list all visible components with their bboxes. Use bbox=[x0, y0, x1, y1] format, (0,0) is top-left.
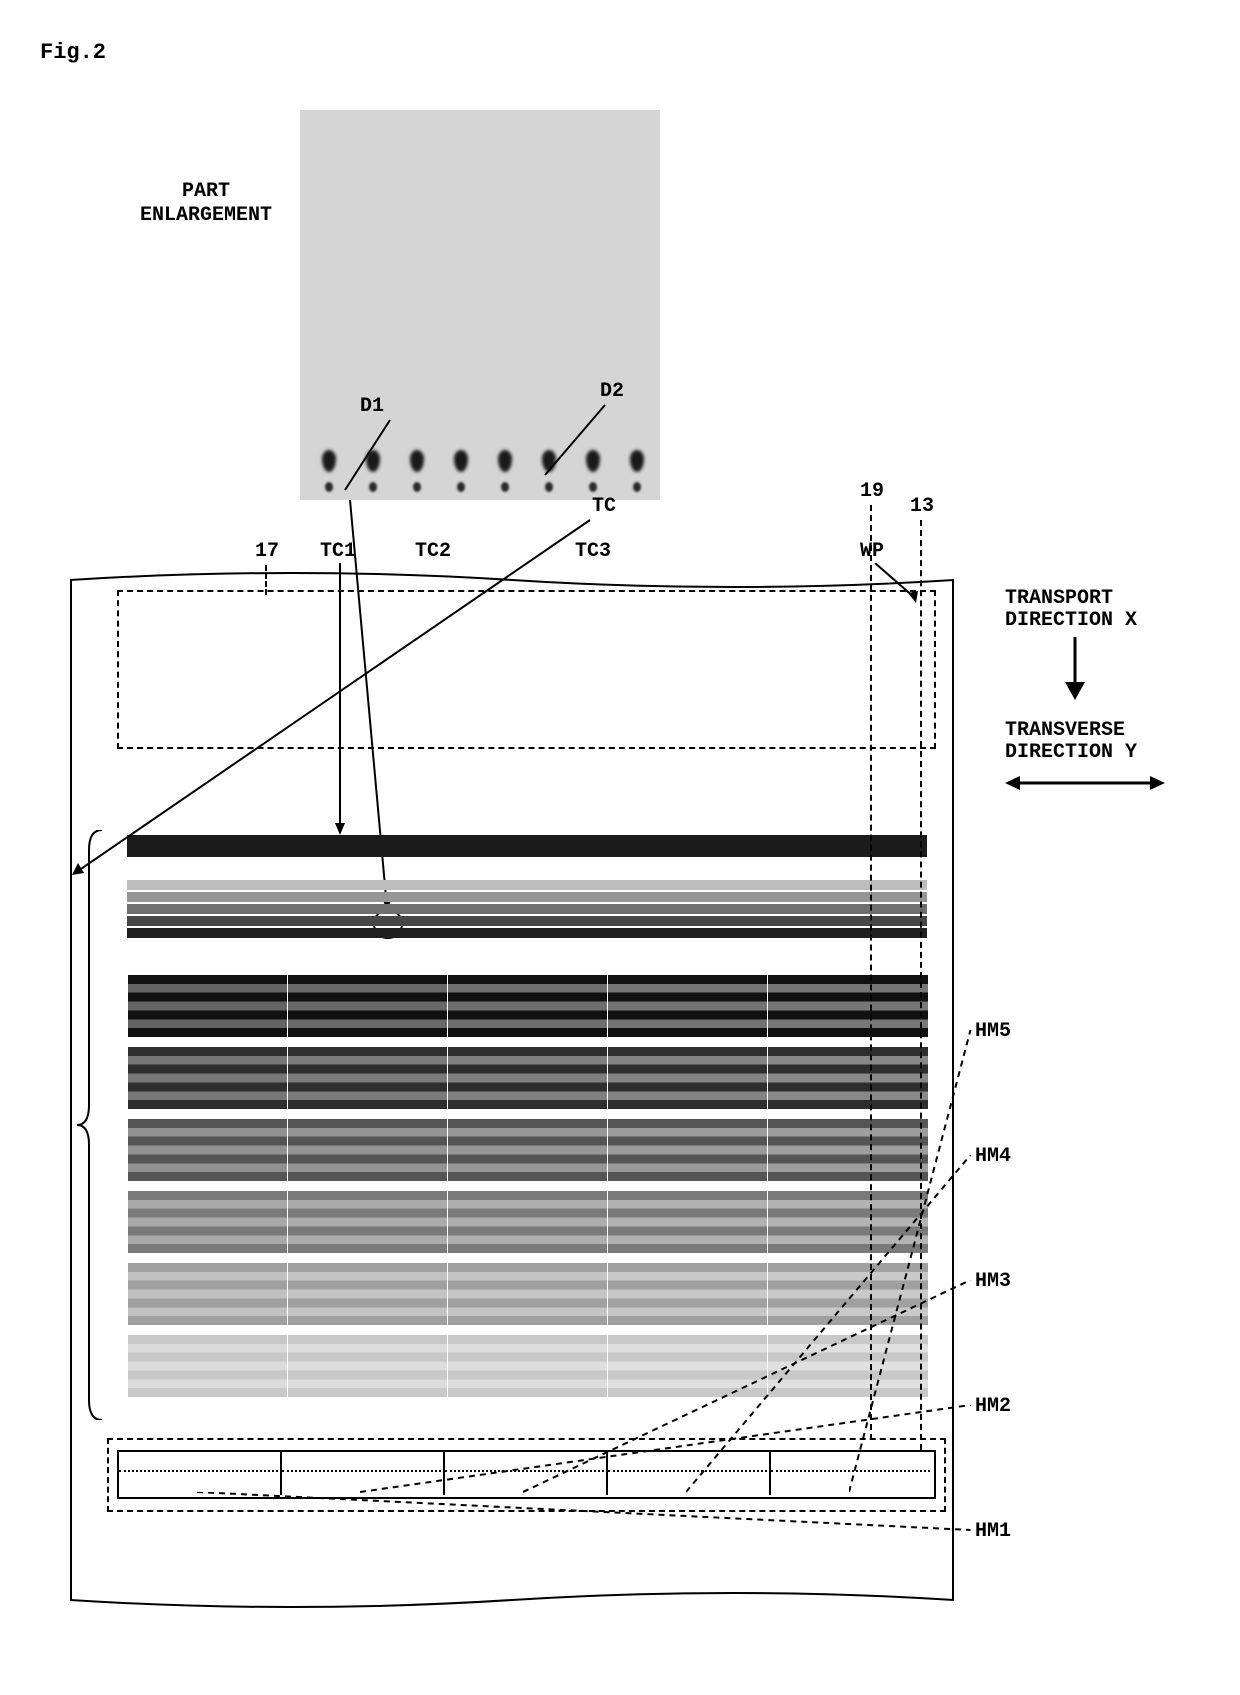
transverse-direction: TRANSVERSE DIRECTION Y bbox=[1005, 720, 1165, 803]
wavy-edge-bottom bbox=[70, 1590, 954, 1610]
transverse-label: TRANSVERSE DIRECTION Y bbox=[1005, 720, 1165, 764]
tc3-segment bbox=[447, 1191, 608, 1253]
tc3-segment bbox=[127, 975, 288, 1037]
tc3-segment bbox=[447, 975, 608, 1037]
hm-label: HM5 bbox=[975, 1020, 1011, 1043]
tc3-segment bbox=[447, 1119, 608, 1181]
tc3-segment bbox=[127, 1263, 288, 1325]
hm-label: HM3 bbox=[975, 1270, 1011, 1293]
label-19: 19 bbox=[860, 480, 884, 503]
enlargement-dot-d2 bbox=[501, 482, 509, 492]
tc3-segment bbox=[287, 1335, 448, 1397]
tc2-row bbox=[127, 928, 927, 938]
tc2-row bbox=[127, 892, 927, 902]
tc2-row bbox=[127, 880, 927, 890]
enlargement-title: PART ENLARGEMENT bbox=[140, 180, 272, 228]
d2-leader bbox=[540, 395, 630, 485]
tc3-segment bbox=[607, 1047, 768, 1109]
tc2-row bbox=[127, 904, 927, 914]
transport-direction: TRANSPORT DIRECTION X bbox=[1005, 588, 1137, 707]
tc3-segment bbox=[287, 1047, 448, 1109]
tc3-segment bbox=[287, 1263, 448, 1325]
tc2-row bbox=[127, 916, 927, 926]
tc3-segment bbox=[127, 1119, 288, 1181]
hm-leader bbox=[849, 1030, 975, 1496]
hm-label: HM2 bbox=[975, 1395, 1011, 1418]
figure-number: Fig.2 bbox=[40, 40, 106, 65]
tc3-segment bbox=[447, 1047, 608, 1109]
enlargement-dot-d1 bbox=[498, 450, 512, 472]
enlargement-dot-d1 bbox=[322, 450, 336, 472]
tc3-segment bbox=[287, 975, 448, 1037]
tc3-segment bbox=[767, 975, 928, 1037]
leader-tc bbox=[70, 515, 600, 880]
tc3-segment bbox=[127, 1335, 288, 1397]
tc3-segment bbox=[287, 1191, 448, 1253]
hm-separator bbox=[280, 1450, 282, 1495]
transport-label: TRANSPORT DIRECTION X bbox=[1005, 588, 1137, 632]
hm-label: HM4 bbox=[975, 1145, 1011, 1168]
tc3-segment bbox=[287, 1119, 448, 1181]
label-wp: WP bbox=[860, 540, 884, 563]
hm-label: HM1 bbox=[975, 1520, 1011, 1543]
label-13: 13 bbox=[910, 495, 934, 518]
tc3-segment bbox=[607, 975, 768, 1037]
enlargement-dot-d2 bbox=[633, 482, 641, 492]
tc3-segment bbox=[127, 1191, 288, 1253]
tc-brace bbox=[77, 830, 107, 1420]
hm-leader bbox=[197, 1492, 975, 1534]
figure-container: Fig.2 PART ENLARGEMENT D1 D2 bbox=[40, 40, 1200, 1640]
hm-dotted bbox=[119, 1470, 278, 1472]
tc3-segment bbox=[127, 1047, 288, 1109]
enlargement-dot-d2 bbox=[325, 482, 333, 492]
enlargement-dot-d1 bbox=[630, 450, 644, 472]
d1-leader bbox=[340, 410, 460, 500]
